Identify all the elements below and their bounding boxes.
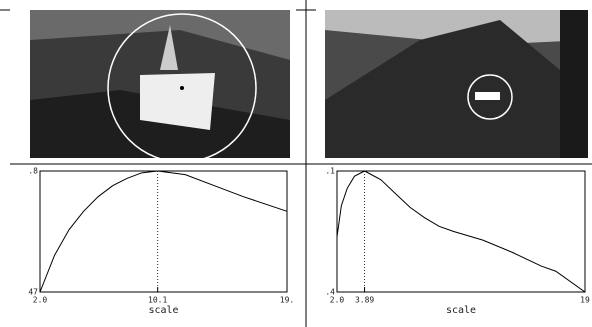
x-tick-label: 2.0 bbox=[33, 296, 48, 305]
curve bbox=[39, 170, 288, 293]
plot-frame bbox=[336, 170, 586, 293]
curve bbox=[336, 170, 586, 293]
x-axis-label: scale bbox=[446, 305, 476, 316]
x-tick-label: 19 bbox=[580, 296, 590, 305]
plot-frame bbox=[39, 170, 288, 293]
x-tick-label: 2.0 bbox=[330, 296, 345, 305]
y-tick-label: .1 bbox=[325, 167, 335, 176]
y-tick-label: .4 bbox=[325, 288, 335, 297]
photo-right bbox=[325, 10, 588, 158]
y-tick-label: 47 bbox=[28, 288, 38, 297]
y-tick-label: .8 bbox=[28, 167, 38, 176]
x-tick-label: 19. bbox=[280, 296, 294, 305]
photo-left bbox=[30, 10, 290, 163]
x-tick-label: 10.1 bbox=[148, 296, 167, 305]
x-axis-label: scale bbox=[148, 305, 178, 316]
x-tick-label: 3.89 bbox=[355, 296, 374, 305]
